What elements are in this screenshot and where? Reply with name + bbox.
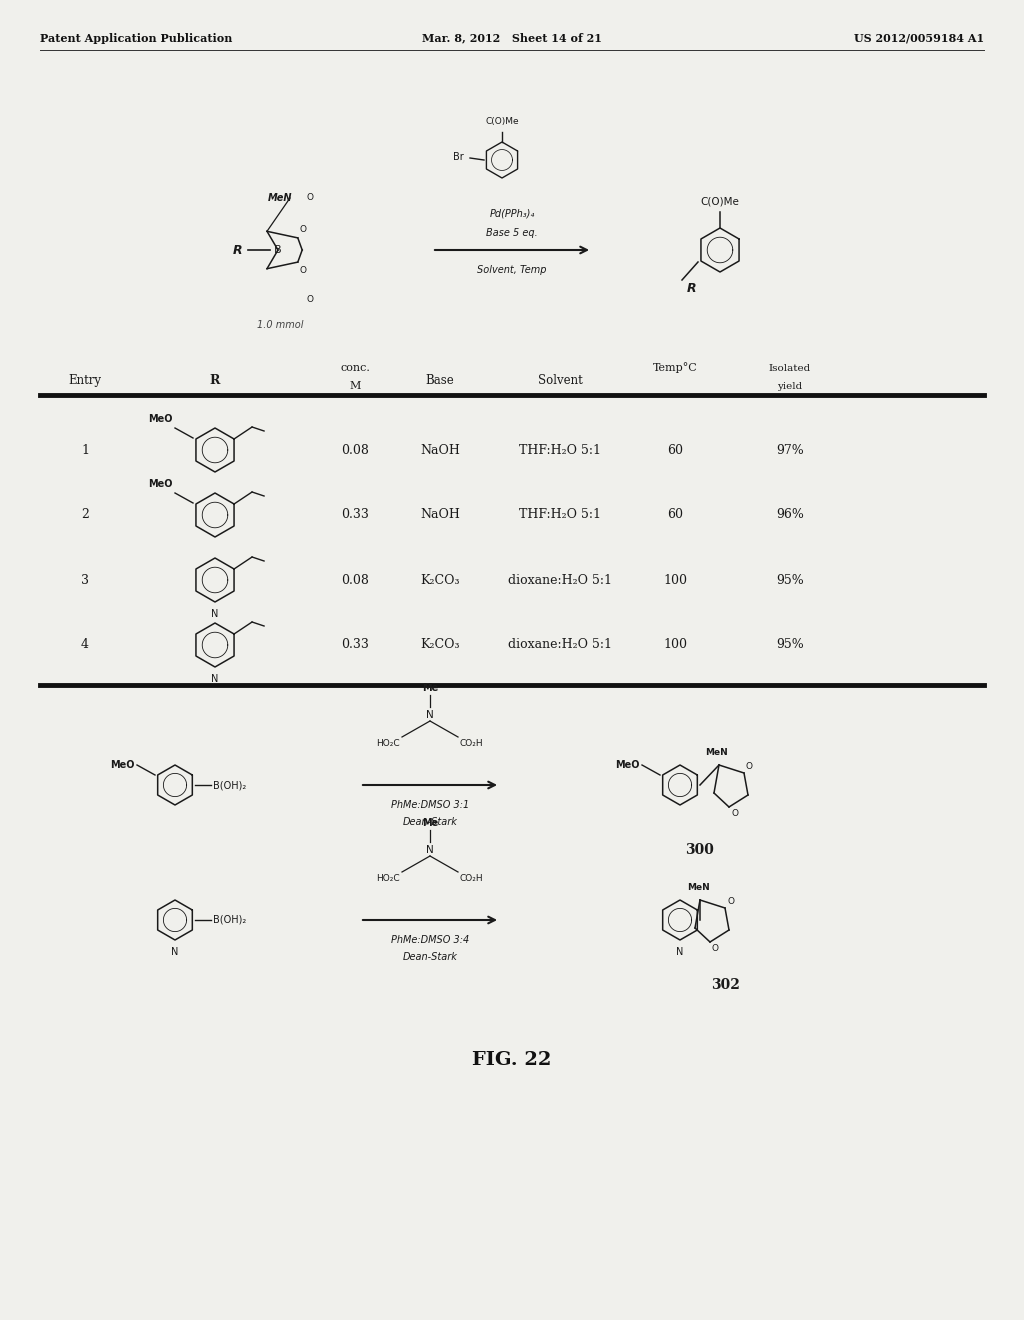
- Text: B: B: [274, 246, 282, 255]
- Text: N: N: [426, 845, 434, 855]
- Text: O: O: [306, 294, 313, 304]
- Text: 4: 4: [81, 639, 89, 652]
- Text: N: N: [171, 946, 178, 957]
- Text: NaOH: NaOH: [420, 444, 460, 457]
- Text: Br: Br: [454, 152, 464, 162]
- Text: Solvent: Solvent: [538, 374, 583, 387]
- Text: B(OH)₂: B(OH)₂: [213, 780, 246, 789]
- Text: 95%: 95%: [776, 573, 804, 586]
- Text: HO₂C: HO₂C: [377, 739, 400, 748]
- Text: K₂CO₃: K₂CO₃: [420, 639, 460, 652]
- Text: MeO: MeO: [148, 479, 173, 488]
- Text: 100: 100: [663, 573, 687, 586]
- Text: 0.08: 0.08: [341, 573, 369, 586]
- Text: O: O: [300, 267, 307, 275]
- Text: HO₂C: HO₂C: [377, 874, 400, 883]
- Text: O: O: [731, 809, 738, 818]
- Text: Temp°C: Temp°C: [652, 362, 697, 374]
- Text: O: O: [746, 762, 753, 771]
- Text: PhMe:DMSO 3:1: PhMe:DMSO 3:1: [391, 800, 469, 810]
- Text: C(O)Me: C(O)Me: [485, 117, 519, 125]
- Text: N: N: [676, 946, 684, 957]
- Text: dioxane:H₂O 5:1: dioxane:H₂O 5:1: [508, 573, 612, 586]
- Text: conc.: conc.: [340, 363, 370, 374]
- Text: MeN: MeN: [267, 193, 292, 203]
- Text: Base: Base: [426, 374, 455, 387]
- Text: K₂CO₃: K₂CO₃: [420, 573, 460, 586]
- Text: MeN: MeN: [706, 748, 728, 756]
- Text: Entry: Entry: [69, 374, 101, 387]
- Text: MeO: MeO: [615, 760, 640, 770]
- Text: 96%: 96%: [776, 508, 804, 521]
- Text: 1.0 mmol: 1.0 mmol: [257, 319, 303, 330]
- Text: 60: 60: [667, 508, 683, 521]
- Text: C(O)Me: C(O)Me: [700, 195, 739, 206]
- Text: Pd(PPh₃)₄: Pd(PPh₃)₄: [489, 209, 535, 218]
- Text: O: O: [712, 944, 719, 953]
- Text: yield: yield: [777, 381, 803, 391]
- Text: 0.33: 0.33: [341, 639, 369, 652]
- Text: US 2012/0059184 A1: US 2012/0059184 A1: [854, 33, 984, 44]
- Text: 2: 2: [81, 508, 89, 521]
- Text: 0.08: 0.08: [341, 444, 369, 457]
- Text: Isolated: Isolated: [769, 364, 811, 374]
- Text: CO₂H: CO₂H: [460, 739, 483, 748]
- Text: dioxane:H₂O 5:1: dioxane:H₂O 5:1: [508, 639, 612, 652]
- Text: MeN: MeN: [687, 883, 710, 892]
- Text: 1: 1: [81, 444, 89, 457]
- Text: MeO: MeO: [111, 760, 135, 770]
- Text: N: N: [426, 710, 434, 719]
- Text: 60: 60: [667, 444, 683, 457]
- Text: R: R: [210, 374, 220, 387]
- Text: THF:H₂O 5:1: THF:H₂O 5:1: [519, 444, 601, 457]
- Text: 0.33: 0.33: [341, 508, 369, 521]
- Text: 97%: 97%: [776, 444, 804, 457]
- Text: NaOH: NaOH: [420, 508, 460, 521]
- Text: Me: Me: [422, 682, 438, 693]
- Text: CO₂H: CO₂H: [460, 874, 483, 883]
- Text: N: N: [211, 675, 219, 684]
- Text: Base 5 eq.: Base 5 eq.: [486, 228, 538, 238]
- Text: Dean-Stark: Dean-Stark: [402, 952, 458, 962]
- Text: O: O: [300, 224, 307, 234]
- Text: Me: Me: [422, 818, 438, 828]
- Text: R: R: [687, 281, 696, 294]
- Text: Mar. 8, 2012   Sheet 14 of 21: Mar. 8, 2012 Sheet 14 of 21: [422, 33, 602, 44]
- Text: MeO: MeO: [148, 414, 173, 424]
- Text: O: O: [727, 898, 734, 906]
- Text: PhMe:DMSO 3:4: PhMe:DMSO 3:4: [391, 935, 469, 945]
- Text: 3: 3: [81, 573, 89, 586]
- Text: 95%: 95%: [776, 639, 804, 652]
- Text: FIG. 22: FIG. 22: [472, 1051, 552, 1069]
- Text: O: O: [306, 193, 313, 202]
- Text: 300: 300: [685, 843, 715, 857]
- Text: B(OH)₂: B(OH)₂: [213, 915, 246, 925]
- Text: THF:H₂O 5:1: THF:H₂O 5:1: [519, 508, 601, 521]
- Text: M: M: [349, 381, 360, 391]
- Text: N: N: [211, 609, 219, 619]
- Text: Patent Application Publication: Patent Application Publication: [40, 33, 232, 44]
- Text: R: R: [233, 243, 243, 256]
- Text: Dean-Stark: Dean-Stark: [402, 817, 458, 828]
- Text: Solvent, Temp: Solvent, Temp: [477, 265, 547, 275]
- Text: 100: 100: [663, 639, 687, 652]
- Text: 302: 302: [711, 978, 739, 993]
